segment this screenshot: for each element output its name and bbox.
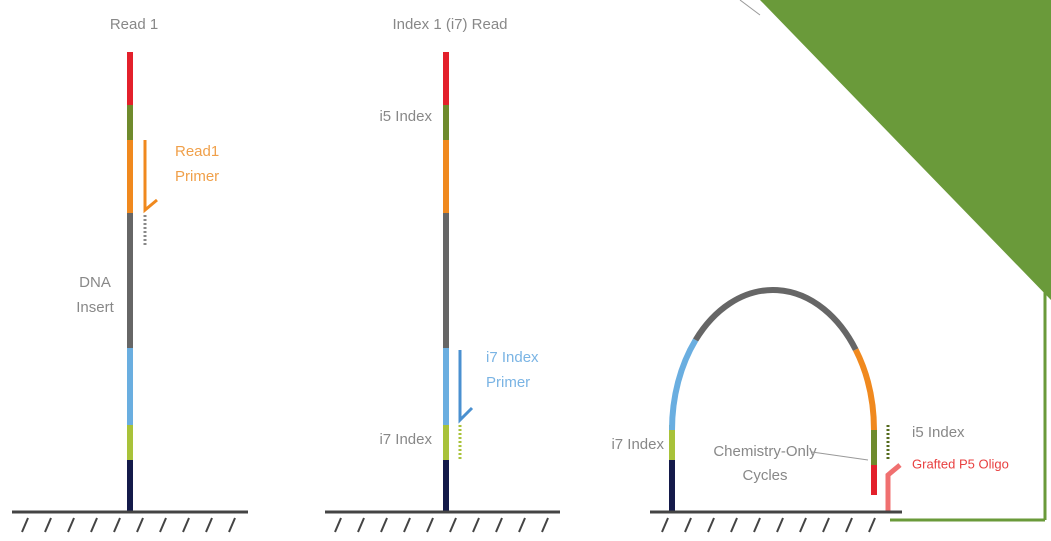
label: i7 Index [611, 436, 664, 453]
hatch-line [335, 518, 341, 532]
panel-title: Index 1 (i7) Read [392, 16, 507, 33]
label: Grafted P5 Oligo [912, 456, 1009, 471]
leader [812, 452, 868, 460]
hatch-line [22, 518, 28, 532]
hatch-line [137, 518, 143, 532]
primer [460, 350, 472, 420]
hatch-line [404, 518, 410, 532]
hatch-line [800, 518, 806, 532]
hatch-line [381, 518, 387, 532]
diagram: Read 1 Read1 Primer DNA Insert Index 1 (… [0, 0, 1051, 541]
page: {"panels": [ {"title": "Read 1", "primer… [0, 0, 1051, 541]
label: i5 Index [912, 424, 965, 441]
label: Primer [486, 374, 530, 391]
hatch-line [846, 518, 852, 532]
hatch [22, 518, 235, 532]
label: Chemistry-Only [713, 443, 817, 460]
label: i7 Index [486, 349, 539, 366]
hatch-line [427, 518, 433, 532]
hatch-line [662, 518, 668, 532]
hatch-line [114, 518, 120, 532]
hatch-line [229, 518, 235, 532]
hatch-line [45, 518, 51, 532]
hatch-line [869, 518, 875, 532]
hatch-line [823, 518, 829, 532]
corner-decoration [760, 0, 1051, 300]
hatch-line [160, 518, 166, 532]
hatch-line [777, 518, 783, 532]
hatch [662, 518, 875, 532]
hatch-line [206, 518, 212, 532]
primer [145, 140, 157, 210]
hatch-line [183, 518, 189, 532]
hatch-line [731, 518, 737, 532]
frame-line [740, 0, 760, 15]
hatch-line [708, 518, 714, 532]
hatch-line [68, 518, 74, 532]
hatch-line [542, 518, 548, 532]
hatch-line [358, 518, 364, 532]
label: i7 Index [379, 431, 432, 448]
label: DNA [79, 274, 111, 291]
grafted-oligo [888, 465, 900, 512]
label: Read1 [175, 143, 219, 160]
label: Insert [76, 299, 114, 316]
hatch-line [754, 518, 760, 532]
hatch-line [473, 518, 479, 532]
hatch-line [685, 518, 691, 532]
label: Cycles [742, 467, 787, 484]
hatch-line [91, 518, 97, 532]
label: Primer [175, 168, 219, 185]
hatch [335, 518, 548, 532]
panel-title: Read 1 [110, 16, 158, 33]
hatch-line [450, 518, 456, 532]
label: i5 Index [379, 108, 432, 125]
hatch-line [519, 518, 525, 532]
hatch-line [496, 518, 502, 532]
